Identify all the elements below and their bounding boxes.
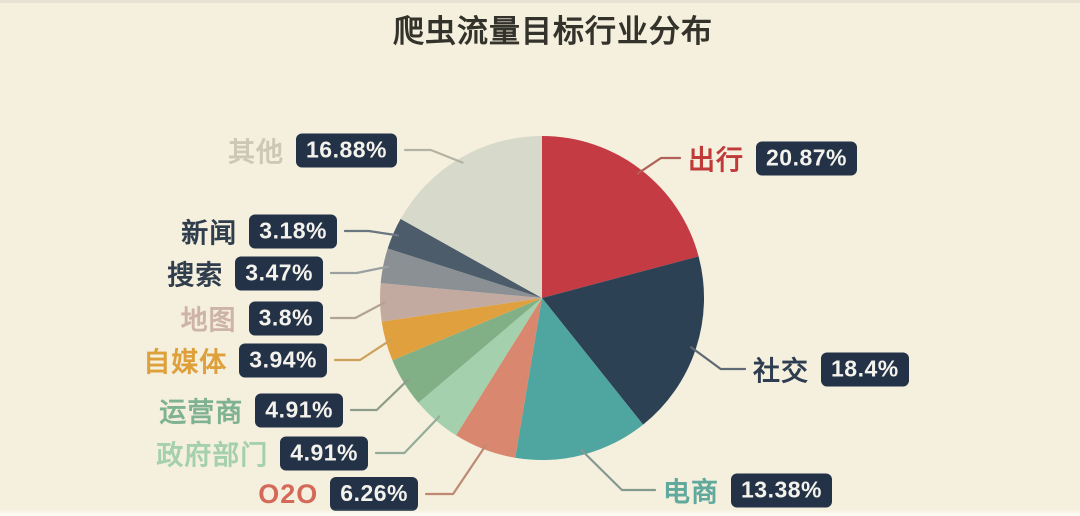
- pie-label-社交: 社交 18.4%: [753, 350, 909, 389]
- pie-slice-电商: [515, 298, 644, 461]
- pie-label-badge: 4.91%: [255, 393, 343, 427]
- pie-label-text: 出行: [688, 145, 744, 176]
- pie-label-搜索: 搜索 3.47%: [167, 254, 323, 293]
- pie-label-电商: 电商 13.38%: [663, 471, 833, 510]
- pie-label-text: O2O: [258, 478, 319, 509]
- pie-slice-新闻: [387, 218, 542, 298]
- pie-slice-O2O: [456, 298, 542, 458]
- pie-label-text: 电商: [663, 477, 719, 508]
- leader-line-自媒体: [333, 338, 392, 362]
- pie-slice-自媒体: [381, 298, 542, 361]
- pie-label-运营商: 运营商 4.91%: [159, 391, 343, 430]
- pie-label-政府部门: 政府部门 4.91%: [156, 434, 368, 473]
- leader-line-社交: [689, 346, 747, 371]
- pie-label-text: 社交: [753, 356, 809, 387]
- pie-label-出行: 出行 20.87%: [688, 139, 858, 178]
- leader-line-新闻: [343, 229, 400, 237]
- pie-label-badge: 18.4%: [821, 352, 909, 386]
- pie-label-badge: 4.91%: [280, 436, 368, 470]
- pie-label-其他: 其他 16.88%: [228, 131, 397, 170]
- pie-label-text: 地图: [180, 305, 237, 336]
- leader-line-运营商: [349, 378, 410, 412]
- pie-slice-出行: [542, 136, 699, 298]
- pie-label-badge: 3.8%: [248, 301, 323, 335]
- leader-line-政府部门: [374, 415, 441, 455]
- pie-label-badge: 16.88%: [295, 133, 397, 167]
- pie-label-badge: 13.38%: [731, 473, 833, 507]
- leader-line-搜索: [329, 265, 390, 275]
- pie-label-text: 其他: [227, 137, 284, 168]
- leader-line-地图: [329, 301, 387, 320]
- pie-label-text: 自媒体: [143, 347, 228, 378]
- leader-line-电商: [580, 448, 657, 492]
- leader-line-出行: [636, 156, 682, 175]
- pie-slice-其他: [400, 135, 542, 298]
- pie-label-O2O: O2O 6.26%: [258, 477, 418, 511]
- pie-label-badge: 6.26%: [330, 477, 418, 511]
- pie-label-自媒体: 自媒体 3.94%: [143, 341, 327, 380]
- chart-title: 爬虫流量目标行业分布: [393, 14, 713, 49]
- pie-slice-搜索: [380, 248, 542, 298]
- pie-label-text: 政府部门: [156, 440, 269, 471]
- pie-slice-政府部门: [418, 298, 542, 436]
- pie-label-text: 新闻: [181, 218, 238, 249]
- pie-label-text: 搜索: [167, 260, 224, 291]
- pie-label-badge: 3.18%: [249, 214, 337, 248]
- leader-line-其他: [403, 148, 464, 164]
- pie-label-badge: 20.87%: [756, 141, 858, 175]
- pie-label-地图: 地图 3.8%: [181, 299, 323, 338]
- pie-slice-地图: [379, 283, 542, 322]
- pie-slice-运营商: [392, 298, 542, 403]
- pie-label-badge: 3.94%: [239, 343, 327, 377]
- pie-label-badge: 3.47%: [235, 256, 323, 290]
- pie-slice-社交: [542, 256, 705, 425]
- leader-line-O2O: [424, 443, 488, 496]
- pie-label-新闻: 新闻 3.18%: [181, 212, 337, 251]
- pie-label-text: 运营商: [159, 397, 244, 428]
